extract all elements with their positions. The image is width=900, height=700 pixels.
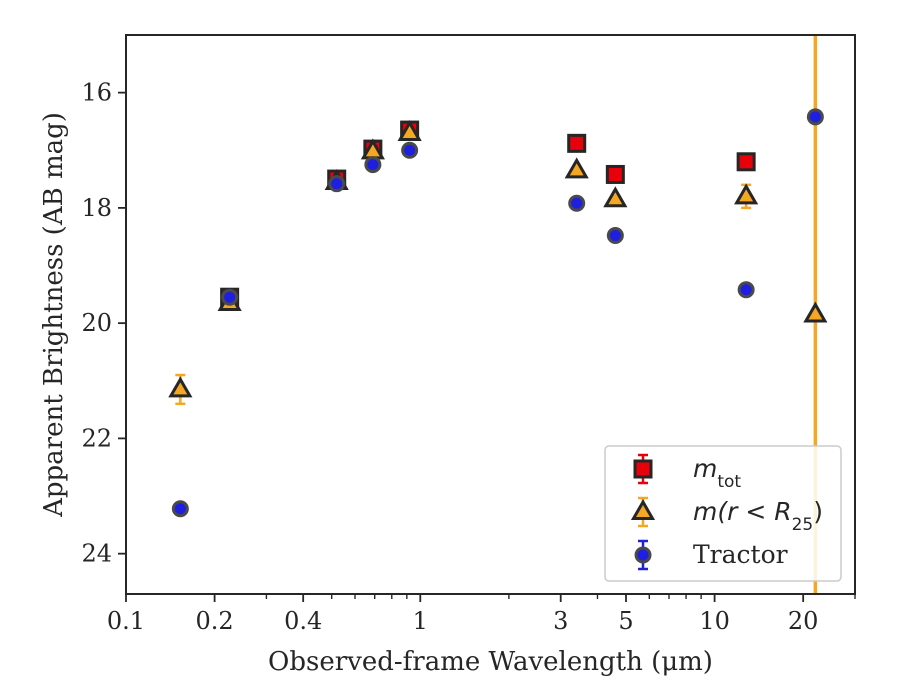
x-tick-label: 10: [699, 607, 730, 635]
legend-label: mtot: [693, 454, 741, 492]
errorbar: [404, 147, 415, 153]
errorbar: [571, 200, 582, 206]
errorbar: [331, 181, 342, 187]
y-tick-label: 20: [81, 309, 112, 337]
series-2: [171, 108, 824, 518]
errorbar: [610, 233, 621, 238]
x-tick-label: 0.4: [284, 607, 322, 635]
y-axis-label: Apparent Brightness (AB mag): [39, 112, 69, 518]
legend-marker: [633, 459, 653, 479]
data-point: [397, 119, 422, 141]
plot-frame: [125, 34, 856, 595]
legend-marker: [630, 498, 656, 520]
x-axis-label: Observed-frame Wavelength (μm): [268, 647, 713, 677]
legend-entry-2: Tractor: [634, 539, 788, 571]
legend-box: [604, 445, 842, 582]
x-tick-label: 3: [553, 607, 568, 635]
legend-entry-0: mtot: [633, 453, 741, 492]
errorbar: [741, 287, 752, 293]
data-point: [564, 157, 589, 179]
x-tick-label: 1: [413, 607, 428, 635]
x-tick-label: 0.2: [196, 607, 234, 635]
data-point: [605, 164, 625, 184]
data-point: [168, 376, 193, 398]
data-point: [734, 183, 759, 205]
data-point: [603, 186, 628, 208]
x-tick-label: 0.1: [107, 607, 145, 635]
errorbar: [367, 162, 378, 168]
legend-label: Tractor: [693, 540, 788, 569]
data-point: [567, 133, 587, 153]
x-tick-label: 20: [788, 607, 819, 635]
x-tick-label: 5: [618, 607, 633, 635]
legend-label: m(r < R25): [693, 497, 823, 535]
y-tick-label: 18: [81, 194, 112, 222]
errorbar: [175, 505, 186, 512]
legend: mtot m(r < R25) Tractor: [604, 445, 842, 582]
y-tick-label: 24: [81, 540, 112, 568]
data-point: [736, 152, 756, 172]
data-marks: [168, 35, 828, 594]
y-tick-label: 16: [81, 79, 112, 107]
axes: 0.1 0.2 0.4 1 3 5 10 20 16 18 20 22 24: [81, 34, 856, 635]
legend-entry-1: m(r < R25): [630, 496, 823, 535]
errorbar: [224, 294, 235, 300]
legend-marker: [634, 546, 652, 564]
y-tick-label: 22: [81, 424, 112, 452]
errorbar: [810, 114, 821, 120]
data-point: [803, 301, 828, 323]
